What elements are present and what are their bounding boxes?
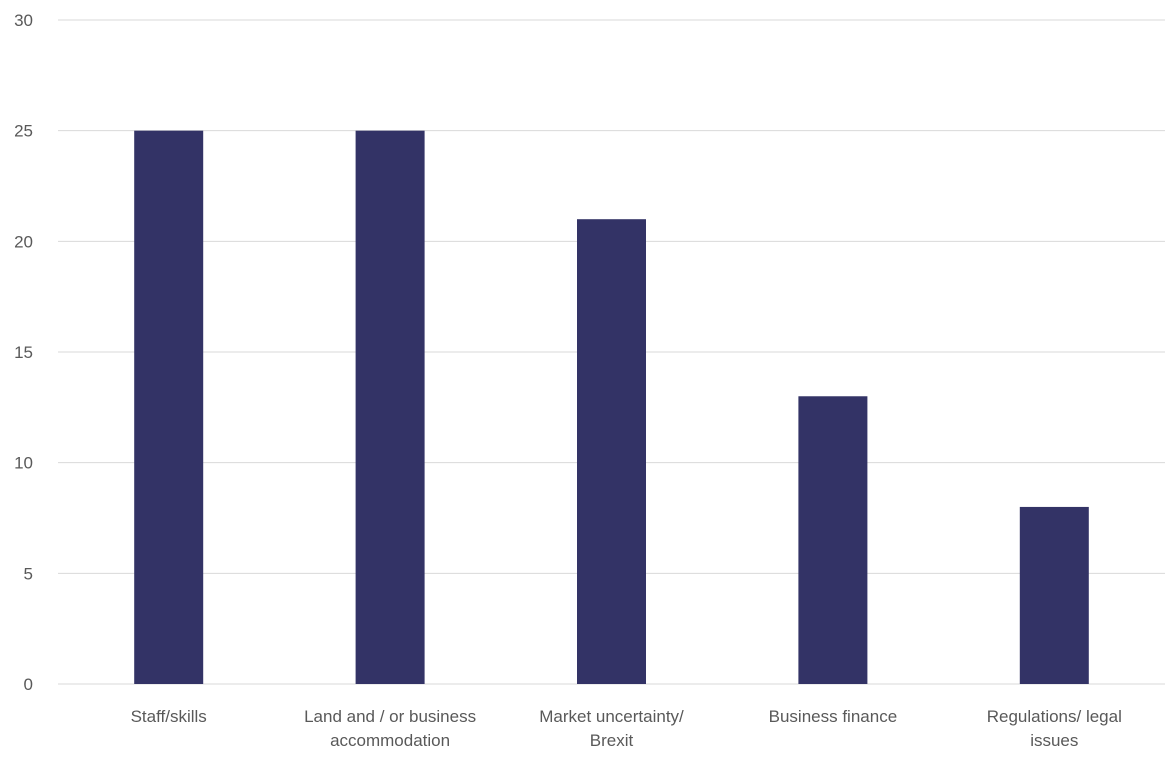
y-axis-ticks: 0 5 10 15 20 25 30 <box>14 11 33 694</box>
bar <box>577 219 646 684</box>
y-tick-label: 5 <box>24 564 33 583</box>
x-tick-label: Market uncertainty/Brexit <box>539 707 684 750</box>
y-tick-label: 10 <box>14 454 33 473</box>
x-tick-label: Land and / or business accommodation <box>304 707 476 750</box>
bar <box>355 130 425 684</box>
bar <box>134 130 204 684</box>
x-tick-label: Staff/skills <box>131 707 207 726</box>
y-tick-label: 30 <box>14 11 33 30</box>
y-tick-label: 15 <box>14 343 33 362</box>
y-tick-label: 20 <box>14 232 33 251</box>
x-axis-ticks: Staff/skills Land and / or business accomm… <box>131 707 1122 750</box>
y-tick-label: 0 <box>24 675 33 694</box>
x-tick-label: Business finance <box>769 707 898 726</box>
y-tick-label: 25 <box>14 122 33 141</box>
bar <box>798 396 868 684</box>
x-tick-label: Regulations/ legal issues <box>987 707 1122 750</box>
bars <box>134 130 1089 684</box>
bar <box>1019 506 1089 684</box>
